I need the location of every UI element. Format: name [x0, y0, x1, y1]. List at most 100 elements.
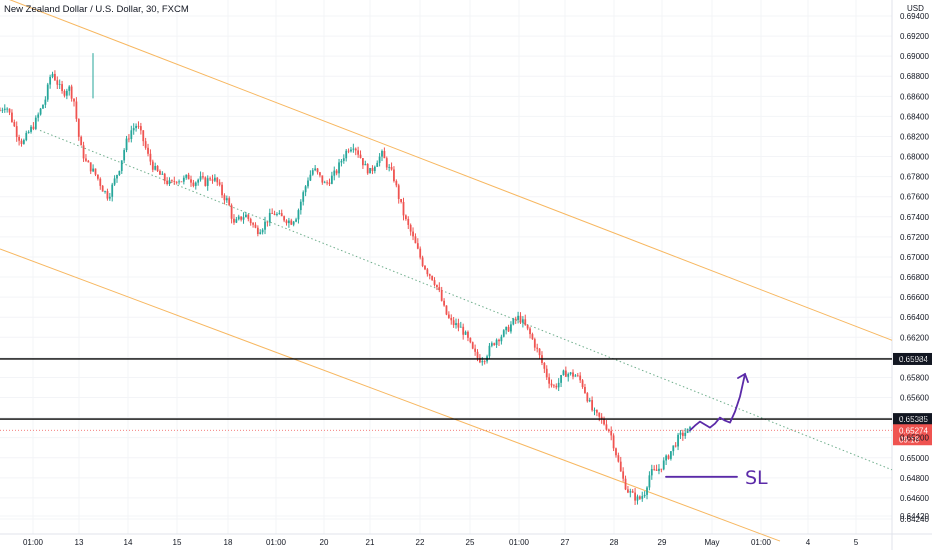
- price-tick-label: 0.64800: [900, 474, 929, 483]
- candle-body: [581, 380, 584, 387]
- candle-body: [190, 179, 192, 183]
- candle-body: [271, 212, 274, 214]
- candle-body: [171, 180, 173, 182]
- candle-body: [104, 191, 106, 192]
- candle-body: [579, 375, 582, 381]
- candle-body: [108, 196, 111, 199]
- candle-body: [197, 179, 200, 183]
- candle-body: [187, 174, 190, 180]
- candle-body: [180, 181, 183, 183]
- candle-body: [674, 445, 677, 447]
- time-tick-label: 14: [124, 538, 133, 547]
- candle-body: [70, 86, 73, 99]
- trend-channel[interactable]: [0, 0, 893, 542]
- forecast-path[interactable]: [689, 373, 746, 432]
- time-tick-label: 13: [75, 538, 84, 547]
- candle-body: [1, 109, 4, 111]
- drawing-annotations[interactable]: SL: [665, 372, 768, 489]
- price-tick-label: 0.65200: [900, 434, 929, 443]
- candle-body: [218, 182, 221, 185]
- price-tick-label: 0.66000: [900, 353, 929, 362]
- candle-body: [264, 221, 266, 230]
- price-tick-label: 0.67800: [900, 173, 929, 182]
- candle-body: [505, 326, 508, 331]
- candle-body: [46, 84, 49, 100]
- candle-body: [450, 317, 453, 321]
- bar-countdown-label: 09:18: [899, 435, 920, 444]
- candle-body: [254, 224, 257, 228]
- candle-body: [99, 178, 102, 186]
- candle-body: [202, 176, 204, 178]
- candle-body: [545, 368, 548, 378]
- chart-title: New Zealand Dollar / U.S. Dollar, 30, FX…: [4, 4, 189, 15]
- candle-body: [283, 216, 286, 221]
- price-tick-label: 0.67200: [900, 233, 929, 242]
- candle-body: [0, 110, 1, 112]
- candle-body: [476, 351, 479, 358]
- candle-body: [295, 219, 297, 222]
- candle-body: [636, 496, 639, 501]
- price-tick-label: 0.68800: [900, 72, 929, 81]
- candle-body: [462, 326, 465, 335]
- time-tick-label: 25: [466, 538, 475, 547]
- candle-body: [30, 126, 32, 132]
- candle-body: [615, 448, 617, 456]
- candle-body: [292, 221, 295, 225]
- channel-upper-line[interactable]: [0, 0, 893, 341]
- candle-body: [385, 158, 388, 168]
- candle-body: [689, 427, 691, 429]
- channel-lower-line[interactable]: [0, 248, 781, 542]
- forecast-arrowhead[interactable]: [737, 372, 749, 383]
- candle-body: [378, 156, 381, 163]
- candle-body: [6, 108, 9, 110]
- candle-body: [548, 377, 551, 384]
- candle-body: [586, 393, 589, 402]
- candle-body: [412, 231, 414, 237]
- candle-body: [120, 160, 123, 171]
- candle-body: [445, 305, 448, 315]
- candle-body: [650, 469, 653, 476]
- current-price-badge: [893, 424, 932, 446]
- candle-body: [347, 150, 350, 152]
- candle-body: [502, 330, 505, 337]
- candle-body: [68, 86, 71, 91]
- candle-body: [354, 148, 357, 151]
- channel-median-line[interactable]: [39, 129, 893, 471]
- candle-body: [483, 361, 486, 362]
- time-tick-label: 01:00: [266, 538, 287, 547]
- candle-body: [314, 168, 317, 171]
- candle-body: [316, 168, 319, 173]
- candle-body: [409, 224, 412, 232]
- candle-body: [424, 265, 426, 270]
- candle-body: [366, 163, 369, 174]
- candle-body: [362, 158, 364, 166]
- price-tick-label: 0.68600: [900, 92, 929, 101]
- candle-body: [669, 451, 672, 459]
- candle-body: [342, 158, 345, 161]
- candle-body: [622, 471, 625, 479]
- candle-body: [641, 496, 644, 499]
- candle-body: [230, 205, 233, 219]
- price-tick-label: 0.64420: [900, 512, 929, 521]
- candle-body: [130, 130, 133, 140]
- candle-body: [228, 198, 231, 206]
- candle-body: [249, 218, 252, 224]
- candle-body: [638, 496, 641, 499]
- candle-body: [240, 216, 243, 220]
- price-axis[interactable]: 0.69400 0.69200 0.69000 0.68800 0.68600 0.684…: [900, 12, 929, 524]
- time-axis[interactable]: 01:00 13 14 15 18 01:00 20 21 22 25 01:00 27 28 29 May…: [23, 538, 859, 547]
- candle-body: [397, 185, 400, 199]
- candle-body: [96, 174, 99, 179]
- candle-body: [648, 475, 651, 488]
- candle-body: [681, 432, 684, 436]
- candle-body: [273, 213, 276, 215]
- candle-body: [490, 343, 493, 346]
- candle-body: [94, 168, 97, 175]
- candle-body: [56, 80, 59, 85]
- candle-body: [684, 432, 687, 436]
- candle-body: [519, 315, 522, 323]
- candle-body: [42, 104, 44, 109]
- candle-body: [330, 175, 333, 184]
